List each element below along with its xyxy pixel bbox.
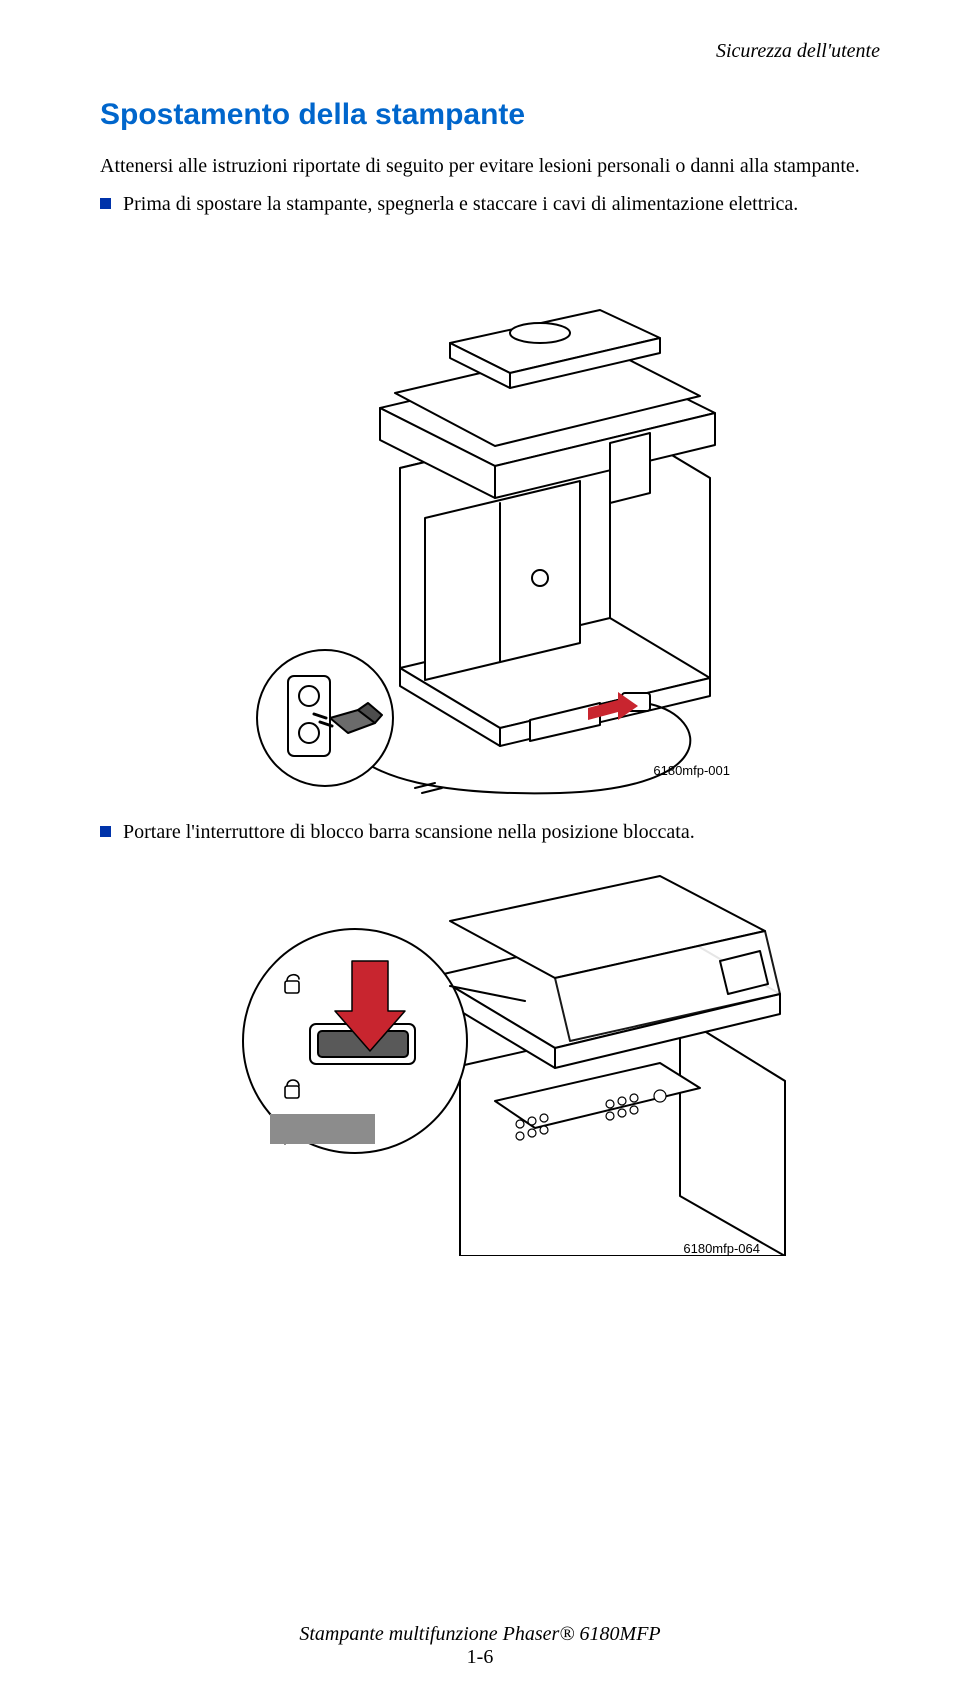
figure-code: 6180mfp-001 — [653, 763, 730, 778]
page-footer: Stampante multifunzione Phaser® 6180MFP … — [0, 1623, 960, 1669]
printer-unplug-illustration — [240, 248, 800, 808]
bullet-item: Portare l'interruttore di blocco barra s… — [100, 818, 880, 846]
bullet-text: Portare l'interruttore di blocco barra s… — [123, 818, 695, 846]
bullet-square-icon — [100, 826, 111, 837]
figure-code: 6180mfp-064 — [683, 1241, 760, 1256]
bullet-square-icon — [100, 198, 111, 209]
bullet-item: Prima di spostare la stampante, spegnerl… — [100, 190, 880, 218]
figure-printer-unplug: 6180mfp-001 — [240, 248, 800, 808]
intro-paragraph: Attenersi alle istruzioni riportate di s… — [100, 152, 880, 180]
figure-scanner-lock: 6180mfp-064 — [240, 866, 800, 1256]
scanner-lock-illustration — [240, 866, 800, 1256]
footer-page-number: 1-6 — [0, 1646, 960, 1669]
section-title: Spostamento della stampante — [100, 98, 880, 132]
bullet-text: Prima di spostare la stampante, spegnerl… — [123, 190, 798, 218]
running-header: Sicurezza dell'utente — [100, 40, 880, 63]
footer-product: Stampante multifunzione Phaser® 6180MFP — [0, 1623, 960, 1646]
